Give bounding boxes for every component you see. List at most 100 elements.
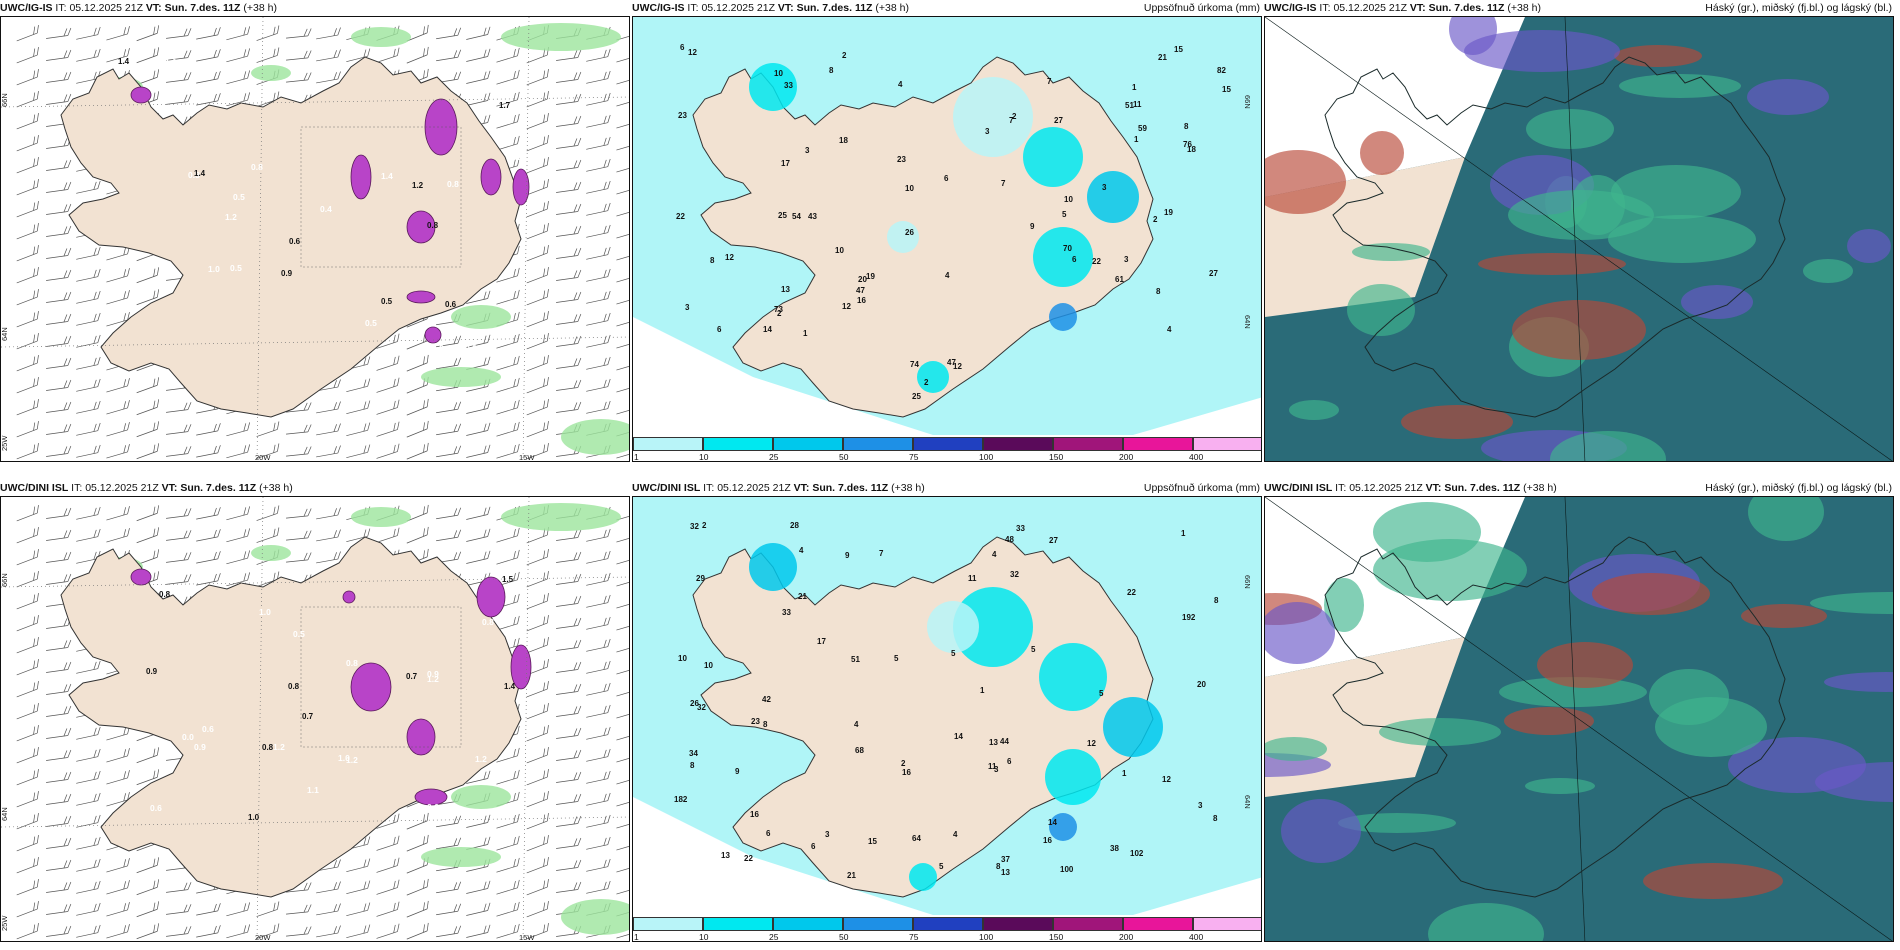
temp-value: 1.2 [273,742,285,752]
precip-value: 5 [1031,645,1036,654]
wind-barb [16,91,39,108]
precip-value: 8 [1184,122,1189,131]
precip-value: 47 [856,286,865,295]
cloud-cell [1741,604,1827,628]
cloud-cell [1338,813,1456,833]
wind-barb [526,311,549,328]
wind-barb [586,616,611,630]
wind-barb [256,527,280,543]
precip-value: 10 [835,246,844,255]
wind-barb [76,48,101,62]
wind-barb [226,26,251,41]
grid-line [1564,497,1586,941]
precip-value: 70 [1063,244,1072,253]
snow-patch [350,154,372,200]
cloud-cell [1504,707,1594,735]
wind-barb [286,508,312,519]
wind-barb [556,705,582,717]
wind-barb [556,225,582,237]
precip-value: 33 [784,81,793,90]
wind-barb [556,335,582,347]
precip-value: 17 [817,637,826,646]
precip-value: 22 [1127,588,1136,597]
temp-value: 0.5 [381,297,393,306]
precip-value: 3 [685,303,690,312]
wind-barb [496,813,520,829]
clear-area [1265,17,1525,197]
precip-value: 6 [1007,757,1012,766]
precip-value: 7 [1047,77,1052,86]
precip-value: 3 [985,127,990,136]
lat-label: 66N [1,93,9,107]
wind-barb [526,703,549,720]
temperature-wind-map[interactable]: 0.7 0.6 0.9 0.7 1.1 1.0 0.8 0.0 1.2 1.4 0.9 -1.1 1.0… [0,496,630,942]
wind-barb [16,289,39,306]
cloud-title: Háský (gr.), miðský (fj.bl.) og lágský (… [1705,482,1892,494]
dry-area [1133,397,1261,435]
colorbar-tick: 100 [979,452,994,462]
precip-value: 54 [792,212,801,221]
wind-barb [316,423,341,436]
rain-area [451,785,511,809]
wind-barb [496,835,520,851]
wind-barb [376,333,400,349]
precip-value: 25 [778,211,787,220]
precip-value: 13 [989,738,998,747]
wind-barb [556,881,582,893]
precipitation-map[interactable]: 6 6 2 5 4 51 2 4 3 1 2 2 1 20 12 23 43 10 12 18 27 8 10 14 26 8 25… [632,16,1262,462]
wind-barb [556,181,582,193]
wind-barb [166,530,192,541]
wind-barb [226,48,251,63]
wind-barb [106,26,130,41]
precip-value: 2 [1153,215,1158,224]
iceland-land [60,56,522,418]
iceland-land [60,536,522,898]
cloud-cover-map[interactable] [1264,16,1894,462]
wind-barb [406,900,429,918]
precip-value: 4 [992,550,997,559]
wind-barb [16,421,39,438]
snow-patches [130,568,532,806]
precip-value: 11 [988,762,997,771]
wind-barb [466,400,491,414]
cloud-cell [1847,229,1891,263]
wind-barb [616,689,629,697]
wind-barb [496,879,520,895]
temp-value: -1.1 [190,574,205,584]
wind-barb [196,925,221,938]
wind-barb [46,507,72,519]
temp-value: 1.2 [475,754,487,764]
precip-value: 13 [781,285,790,294]
map-canvas-cloud [1265,497,1893,941]
wind-barb [76,770,101,784]
wind-barb [76,814,101,828]
wind-barb [406,354,429,372]
wind-barb [106,880,130,895]
hatch-area [300,606,462,748]
precipitation-map[interactable]: 6 10 1 3 4 5 5 44 51 5 6 10 9 2 1 3 5 8 21 33 34 13 16 22 32 33 16… [632,496,1262,942]
panel-cloud-row1: UWC/IG-IS IT: 05.12.2025 21Z VT: Sun. 7.… [1264,0,1896,462]
precip-value: 61 [1115,275,1124,284]
wind-barb [106,528,130,543]
cloud-cover-map[interactable] [1264,496,1894,942]
precip-value: 8 [1214,596,1219,605]
wind-barb [526,747,549,764]
wind-barb [166,926,192,937]
temperature-wind-map[interactable]: 0.6 0.8 1.0 0.8 0.6 0.5 0.9 1.2 0.5 1.2 0.8 0.6 1.4 1… [0,16,630,462]
wind-barb [16,69,39,86]
map-canvas-temp: 0.7 0.6 0.9 0.7 1.1 1.0 0.8 0.0 1.2 1.4 0.9 -1.1 1.0… [1,497,629,941]
wind-barb [616,667,629,675]
dry-area [633,317,933,435]
wind-barb [16,879,39,896]
panel-header: UWC/DINI ISL IT: 05.12.2025 21Z VT: Sun.… [632,482,1260,494]
cloud-cell [1324,578,1364,632]
precip-value: 1 [1132,83,1137,92]
precip-title: Uppsöfnuð úrkoma (mm) [1143,482,1260,494]
wind-barb [616,601,629,609]
precip-value: 16 [1043,836,1052,845]
wind-barb [166,446,192,457]
wind-barb [16,659,39,676]
snow-patch [476,576,506,618]
wind-barb [16,201,39,218]
precip-value: 33 [782,608,791,617]
